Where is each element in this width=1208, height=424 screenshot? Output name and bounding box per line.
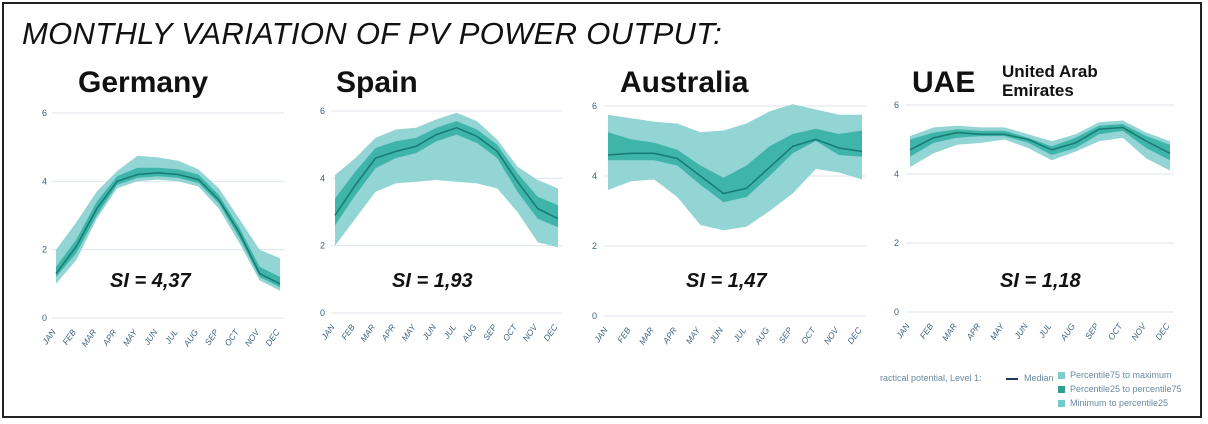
x-tick-label-australia: DEC xyxy=(845,325,864,346)
x-tick-label-uae: SEP xyxy=(1083,321,1101,341)
band-p25-p75-uae xyxy=(910,124,1170,161)
x-tick-label-australia: SEP xyxy=(776,325,794,345)
legend-swatch xyxy=(1058,400,1065,407)
x-tick-label-australia: NOV xyxy=(822,324,842,346)
x-tick-label-germany: OCT xyxy=(222,327,241,348)
y-tick-label-spain: 2 xyxy=(320,241,325,251)
y-tick-label-spain: 6 xyxy=(320,106,325,116)
x-tick-label-germany: AUG xyxy=(181,327,201,349)
x-tick-label-spain: AUG xyxy=(459,322,479,344)
x-tick-label-germany: NOV xyxy=(243,326,263,348)
median-line-uae xyxy=(909,126,1171,155)
y-tick-label-spain: 0 xyxy=(320,308,325,318)
x-tick-label-germany: JUL xyxy=(162,327,180,346)
x-tick-label-spain: DEC xyxy=(541,322,560,343)
chart-title-germany: Germany xyxy=(78,66,209,99)
x-tick-label-australia: JAN xyxy=(592,325,610,345)
median-line-germany xyxy=(55,171,281,285)
y-tick-label-germany: 2 xyxy=(42,245,47,255)
x-tick-label-uae: NOV xyxy=(1129,320,1149,342)
figure-frame xyxy=(2,2,1202,418)
si-annotation-uae: SI = 1,18 xyxy=(1000,270,1081,292)
x-tick-label-germany: APR xyxy=(100,327,119,348)
x-tick-label-australia: MAR xyxy=(637,325,656,346)
x-tick-label-spain: FEB xyxy=(339,322,357,342)
chart-title-australia: Australia xyxy=(620,66,749,99)
x-tick-label-germany: MAR xyxy=(79,327,98,348)
si-annotation-australia: SI = 1,47 xyxy=(686,270,767,292)
x-tick-label-australia: MAY xyxy=(684,324,703,345)
band-p25-p75-australia xyxy=(608,128,862,203)
y-tick-label-uae: 4 xyxy=(894,169,899,179)
chart-subtitle-uae: United Arab Emirates xyxy=(1002,62,1098,100)
legend-item-min-p25: Minimum to percentile25 xyxy=(1058,398,1168,408)
x-tick-label-spain: OCT xyxy=(501,322,520,343)
y-tick-label-germany: 0 xyxy=(42,313,47,323)
x-tick-label-spain: JAN xyxy=(319,322,337,342)
x-tick-label-spain: JUN xyxy=(420,322,439,343)
y-tick-label-australia: 0 xyxy=(592,311,597,321)
y-tick-label-germany: 6 xyxy=(42,108,47,118)
x-tick-label-spain: MAY xyxy=(399,321,418,342)
y-tick-label-spain: 4 xyxy=(320,173,325,183)
x-tick-label-spain: APR xyxy=(379,322,398,343)
x-tick-label-uae: FEB xyxy=(918,321,936,341)
legend-item-label: Percentile25 to percentile75 xyxy=(1070,384,1182,394)
median-line-australia xyxy=(607,138,863,195)
x-tick-label-uae: DEC xyxy=(1153,321,1172,342)
x-tick-label-uae: OCT xyxy=(1106,321,1125,342)
x-tick-label-spain: JUL xyxy=(441,322,459,341)
y-tick-label-uae: 0 xyxy=(894,307,899,317)
x-tick-label-germany: DEC xyxy=(263,327,282,348)
legend: ractical potential, Level 1: Median Perc… xyxy=(880,370,1200,416)
legend-swatch xyxy=(1058,372,1065,379)
x-tick-label-australia: AUG xyxy=(752,325,772,347)
band-min-max-australia xyxy=(608,104,862,231)
legend-median-swatch xyxy=(1006,378,1018,380)
x-tick-label-uae: JAN xyxy=(894,321,912,341)
legend-median-label: Median xyxy=(1024,373,1054,383)
x-tick-label-uae: MAY xyxy=(988,320,1007,341)
x-tick-label-uae: APR xyxy=(964,321,983,342)
chart-title-uae: UAE xyxy=(912,66,976,99)
band-p25-p75-spain xyxy=(335,121,558,228)
x-tick-label-germany: SEP xyxy=(203,327,221,347)
legend-prefix: ractical potential, Level 1: xyxy=(880,373,982,383)
x-tick-label-germany: MAY xyxy=(121,326,140,347)
si-annotation-germany: SI = 4,37 xyxy=(110,270,191,292)
x-tick-label-australia: JUN xyxy=(707,325,726,346)
x-tick-label-spain: NOV xyxy=(521,321,541,343)
x-tick-label-australia: OCT xyxy=(799,325,818,346)
median-line-spain xyxy=(334,126,559,220)
x-tick-label-australia: FEB xyxy=(615,325,633,345)
x-tick-label-spain: SEP xyxy=(481,322,499,342)
y-tick-label-germany: 4 xyxy=(42,176,47,186)
y-tick-label-australia: 2 xyxy=(592,241,597,251)
x-tick-label-uae: AUG xyxy=(1058,321,1078,343)
legend-item-p25-p75: Percentile25 to percentile75 xyxy=(1058,384,1182,394)
x-tick-label-uae: JUL xyxy=(1036,321,1054,340)
legend-item-label: Minimum to percentile25 xyxy=(1070,398,1169,408)
y-tick-label-uae: 2 xyxy=(894,238,899,248)
x-tick-label-germany: FEB xyxy=(60,327,78,347)
y-tick-label-australia: 4 xyxy=(592,171,597,181)
legend-swatch xyxy=(1058,386,1065,393)
x-tick-label-australia: APR xyxy=(660,325,679,346)
y-tick-label-australia: 6 xyxy=(592,101,597,111)
y-tick-label-uae: 6 xyxy=(894,100,899,110)
si-annotation-spain: SI = 1,93 xyxy=(392,270,473,292)
x-tick-label-spain: MAR xyxy=(358,322,377,343)
chart-title-spain: Spain xyxy=(336,66,418,99)
legend-item-label: Percentile75 to maximum xyxy=(1070,370,1172,380)
x-tick-label-germany: JUN xyxy=(141,327,160,348)
legend-item-p75-max: Percentile75 to maximum xyxy=(1058,370,1172,380)
x-tick-label-australia: JUL xyxy=(731,325,749,344)
x-tick-label-germany: JAN xyxy=(40,327,58,347)
x-tick-label-uae: JUN xyxy=(1012,321,1031,342)
x-tick-label-uae: MAR xyxy=(940,321,959,342)
figure-title: MONTHLY VARIATION OF PV POWER OUTPUT: xyxy=(22,16,723,51)
